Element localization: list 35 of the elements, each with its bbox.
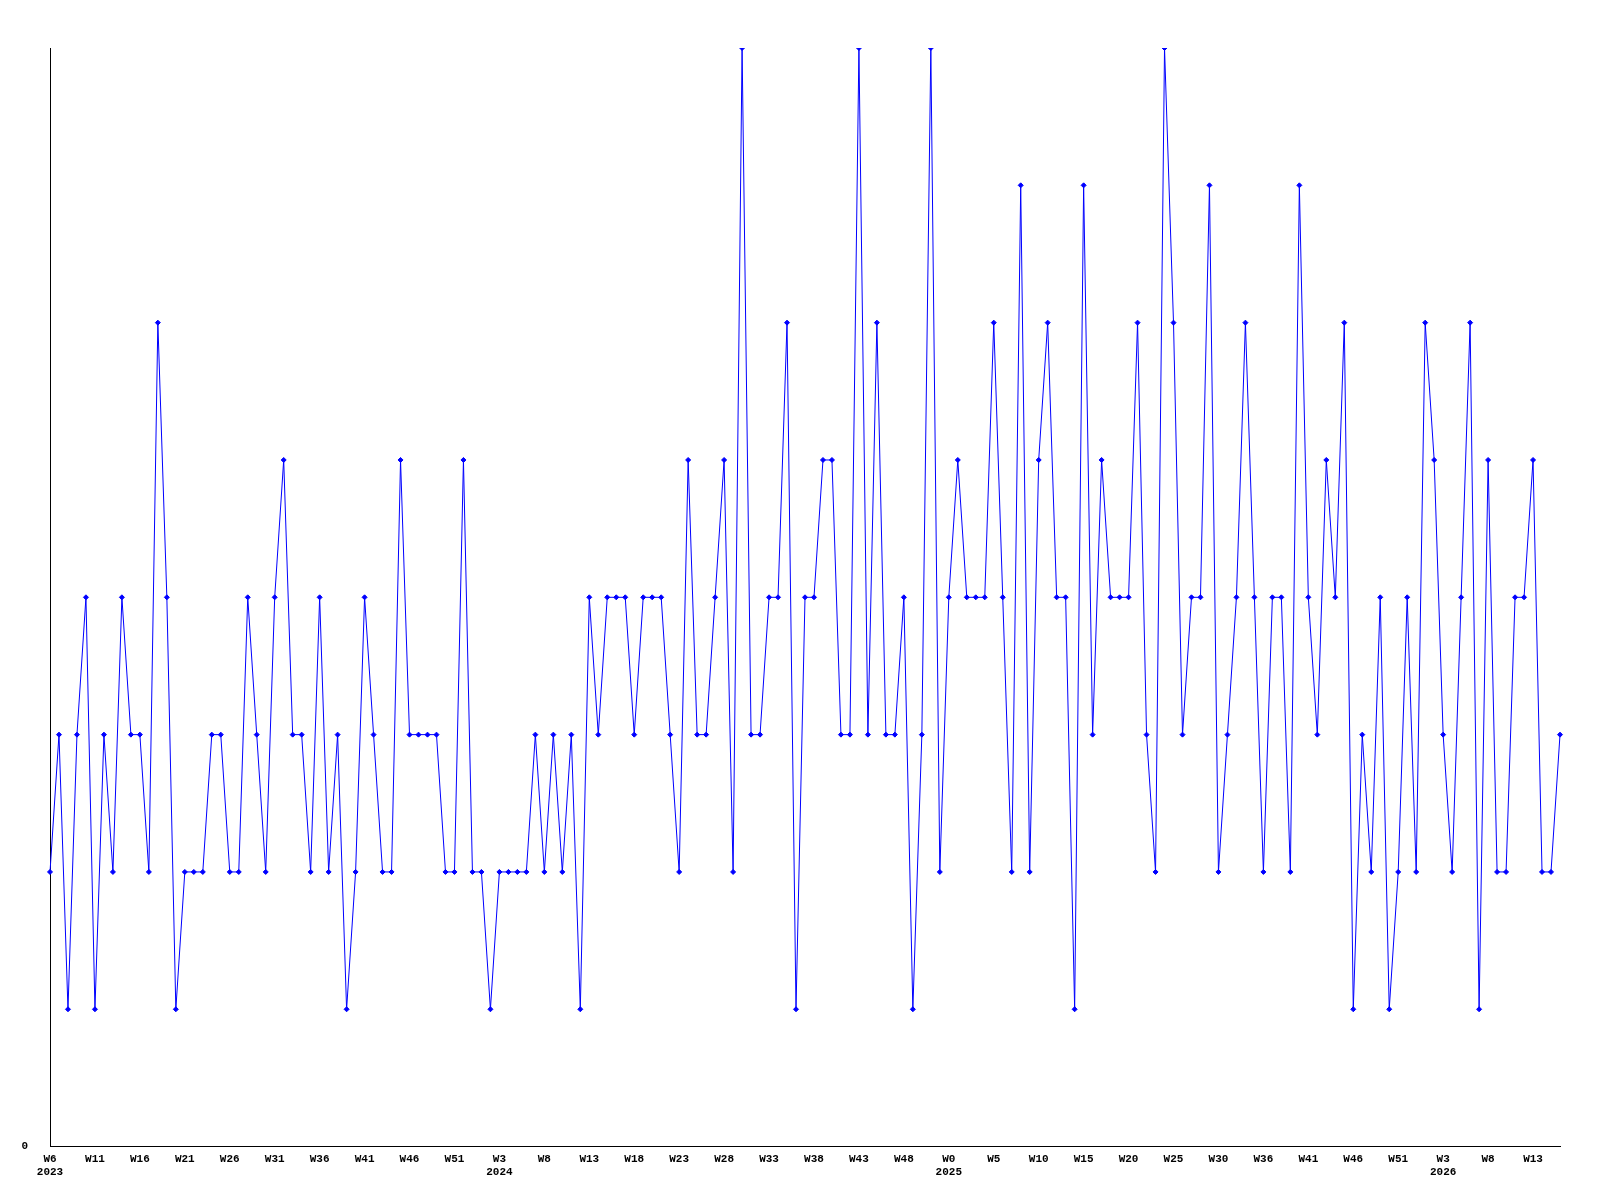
x-tick-label: W30 [1208,1152,1229,1165]
x-tick-label: W16 [129,1152,150,1165]
x-tick-label: W21 [174,1152,196,1165]
x-tick-label: W43 [849,1152,870,1165]
x-tick-label: W10 [1028,1152,1049,1165]
x-tick-label: W11 [85,1152,106,1165]
x-tick-label: W13 [1523,1152,1544,1165]
x-tick-label: W18 [624,1152,645,1165]
x-tick-label: W3 2026 [1429,1152,1457,1179]
x-tick-label: W15 [1073,1152,1094,1165]
x-tick-label: W38 [804,1152,825,1165]
x-tick-label: W51 [444,1152,465,1165]
x-tick-label: W48 [893,1152,915,1165]
x-tick-label: W8 [1481,1152,1496,1165]
x-tick-label: W8 [537,1152,552,1165]
x-tick-label: W46 [1343,1152,1364,1165]
x-tick-label: W36 [1253,1152,1274,1165]
x-tick-label: W33 [759,1152,780,1165]
x-tick-label: W13 [579,1152,600,1165]
x-tick-label: W51 [1388,1152,1409,1165]
text: 0 [21,1140,28,1153]
x-tick-label: W46 [399,1152,420,1165]
x-tick-label: W41 [354,1152,375,1165]
x-tick-label: W5 [987,1152,1001,1165]
x-tick-label: W31 [264,1152,285,1165]
x-tick-label: W25 [1163,1152,1184,1165]
x-tick-label: W41 [1298,1152,1319,1165]
x-tick-label: W3 2024 [486,1152,513,1179]
x-tick-label: W36 [309,1152,330,1165]
x-tick-label: W6 2023 [36,1152,64,1179]
x-tick-label: W0 2025 [935,1152,963,1179]
x-tick-label: W26 [219,1152,240,1165]
x-tick-label: W20 [1118,1152,1139,1165]
x-tick-label: W28 [714,1152,735,1165]
x-tick-label: W23 [669,1152,690,1165]
